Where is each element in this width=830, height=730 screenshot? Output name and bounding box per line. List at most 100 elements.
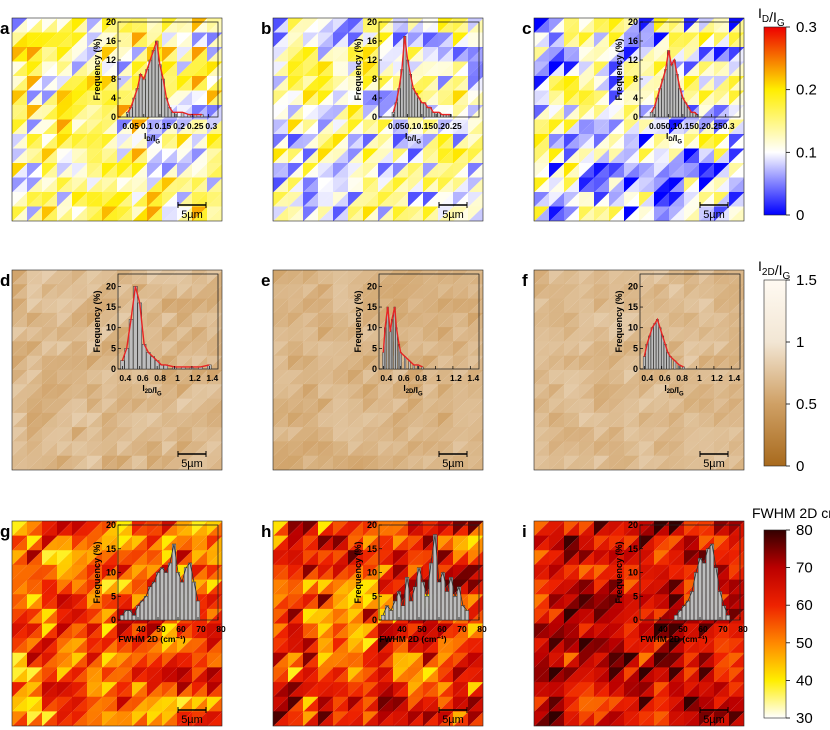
map-cell [318,105,334,121]
histogram-bar [444,591,450,621]
map-cell [12,119,28,135]
map-cell [207,119,222,135]
map-cell [192,312,208,328]
map-cell [57,370,73,385]
map-texture [12,270,222,470]
map-cell [624,608,640,625]
map-cell [318,298,334,314]
map-cell [102,608,118,625]
map-cell [393,61,409,77]
map-cell [117,427,133,443]
map-cell [654,535,670,551]
map-cell [207,207,222,221]
map-cell [288,370,304,385]
map-cell [348,206,364,221]
map-cell [669,455,685,470]
map-cell [273,76,289,92]
map-cell [549,76,565,92]
map-cell [549,148,565,164]
map-cell [273,623,289,639]
map-cell [273,521,289,537]
map-cell [72,298,88,314]
map-cell [87,682,103,698]
map-cell [207,697,222,712]
map-cell [27,550,43,566]
map-cell [57,327,73,343]
map-cell [162,61,178,77]
map-cell [72,370,88,385]
map-cell [192,711,208,726]
map-cell [288,535,304,551]
map-cell [714,521,730,537]
map-cell [192,76,208,92]
map-cell [609,119,625,135]
map-cell [12,711,28,726]
map-cell [102,163,118,179]
map-cell [348,550,364,566]
map-cell [72,32,88,48]
map-cell [438,298,454,314]
map-cell [273,270,289,285]
map-cell [102,312,118,328]
map-cell [192,638,208,654]
map-cell [27,18,43,34]
x-tick-label: 0.15 [155,121,172,131]
map-cell [162,455,178,470]
map-cell [318,90,334,106]
map-cell [639,134,655,150]
map-cell [288,711,304,726]
map-cell [363,667,379,683]
map-cell [12,47,28,63]
map-cell [192,61,208,77]
map-cell [594,298,610,314]
map-cell [132,163,148,179]
map-cell [132,623,148,639]
map-cell [534,579,550,595]
map-cell [423,427,439,443]
map-cell [639,312,655,328]
map-cell [177,61,193,77]
map-cell [378,47,394,63]
map-cell [273,312,289,328]
map-cell [72,652,88,669]
map-cell [729,398,744,414]
map-cell [333,18,349,34]
map-cell [684,455,700,470]
map-cell [42,550,58,566]
map-cell [408,427,424,443]
map-cell [534,148,550,164]
map-cell [423,148,439,164]
map-cell [594,18,610,34]
map-cell [333,579,349,595]
map-cell [207,149,222,164]
map-cell [57,298,73,314]
map-cell [72,18,88,34]
map-cell [609,521,625,537]
map-cell [12,163,28,179]
map-cell [714,327,730,343]
map-cell [684,312,700,328]
map-cell [72,535,88,551]
map-cell [609,535,625,551]
map-cell [438,32,454,48]
map-cell [27,579,43,595]
map-cell [654,667,670,683]
map-cell [363,682,379,698]
map-cell [72,521,88,537]
map-cell [408,398,424,414]
map-cell [564,177,580,193]
map-cell [132,638,148,654]
map-cell [684,370,700,385]
map-cell [438,550,454,566]
map-cell [363,550,379,566]
map-cell [87,327,103,343]
map-cell [624,76,640,92]
map-cell [423,579,439,595]
map-cell [408,312,424,328]
map-cell [102,623,118,639]
map-cell [729,609,744,625]
map-cell [177,163,193,179]
map-cell [594,119,610,135]
map-cell [57,682,73,698]
map-cell [192,535,208,551]
